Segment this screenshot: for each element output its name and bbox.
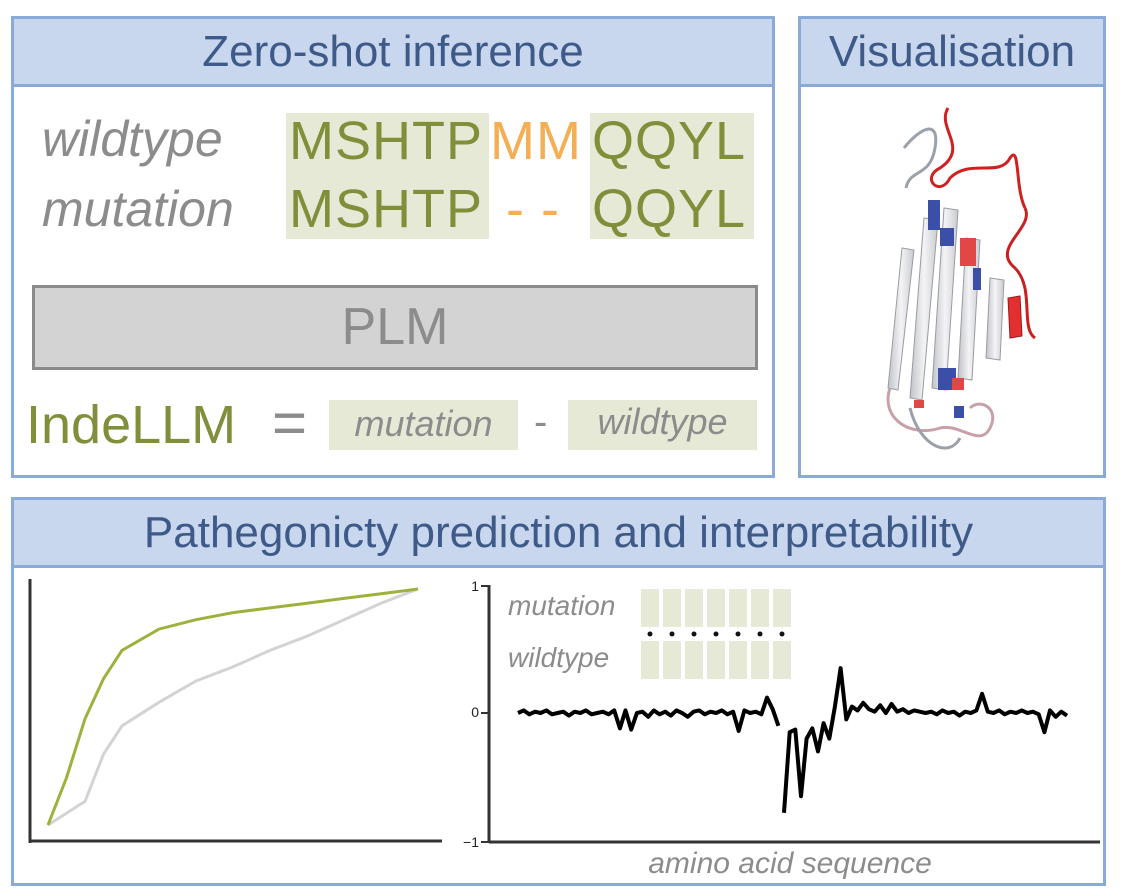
mutation-seq-right: QQYL: [592, 179, 747, 239]
blue-patch-4: [973, 268, 981, 290]
difference-line-segment-1: [782, 666, 1069, 813]
indellm-label: IndeLLM: [26, 395, 237, 455]
blue-patch-3: [938, 368, 956, 390]
inset-dot-4: [735, 631, 741, 637]
minus-sign: -: [534, 400, 548, 444]
inset-boxes: [641, 589, 791, 679]
red-patch-3: [914, 400, 924, 408]
seq-box-left: [286, 113, 489, 239]
y-tick-1: 1: [471, 578, 479, 594]
blue-patch-1: [928, 200, 940, 230]
y-tick-neg1: −1: [463, 834, 479, 850]
mutation-seq-left: MSHTP: [289, 179, 483, 239]
inset-dot-2: [691, 631, 697, 637]
inset-mutation-box-1: [663, 589, 681, 627]
blue-patches: [928, 200, 981, 418]
inset-wildtype-label: wildtype: [508, 642, 609, 673]
formula-mutation-tag: mutation: [329, 400, 518, 450]
zero-shot-title: Zero-shot inference: [11, 16, 775, 87]
inset-mutation-box-3: [707, 589, 725, 627]
strand-6: [1007, 295, 1023, 339]
loop-right-red: [1006, 207, 1037, 340]
wildtype-seq-mid: MM: [490, 111, 582, 171]
inset-dot-1: [669, 631, 675, 637]
protein-structure-image: [886, 107, 1037, 450]
inset-mutation-box-4: [729, 589, 747, 627]
inset-wildtype-box-4: [729, 641, 747, 679]
inset-wildtype-box-5: [751, 641, 769, 679]
inset-wildtype-box-6: [773, 641, 791, 679]
wildtype-label: wildtype: [42, 111, 223, 167]
roc-chart: [28, 579, 442, 843]
blue-patch-2: [940, 228, 954, 246]
wildtype-seq-right: QQYL: [592, 111, 747, 171]
plm-box: PLM: [32, 285, 758, 370]
inset-mutation-box-5: [751, 589, 769, 627]
y-tick-0: 0: [471, 704, 479, 720]
roc-series-1: [47, 587, 419, 827]
inset-mutation-box-0: [641, 589, 659, 627]
strand-1: [887, 247, 915, 391]
loops: [886, 107, 1037, 450]
difference-line-segment-0: [517, 695, 781, 733]
red-patches: [914, 238, 976, 408]
visualisation-title: Visualisation: [798, 16, 1106, 87]
inset-mutation-label: mutation: [508, 590, 615, 621]
inset-dot-5: [757, 631, 763, 637]
blue-patch-5: [954, 406, 964, 418]
loop-top-grey: [902, 127, 938, 189]
inset-wildtype-box-1: [663, 641, 681, 679]
x-axis-label: amino acid sequence: [648, 847, 932, 880]
mutation-label: mutation: [42, 181, 234, 237]
inset-dot-0: [647, 631, 653, 637]
mutation-seq-mid: - -: [506, 179, 560, 239]
inset-dot-3: [713, 631, 719, 637]
red-patch-2: [952, 378, 964, 390]
seq-box-right: [590, 113, 754, 239]
inset-wildtype-box-2: [685, 641, 703, 679]
loop-top-red: [929, 107, 1027, 209]
inset-mutation-box-6: [773, 589, 791, 627]
formula-wildtype-tag: wildtype: [568, 400, 757, 450]
strand-5: [985, 277, 1005, 361]
inset-dot-6: [779, 631, 785, 637]
interpretability-chart: 1 0 −1 mutation wildtype amino acid sequ…: [463, 578, 1100, 880]
loop-bottom: [886, 387, 994, 438]
loop-bottom-2: [908, 407, 962, 450]
equals-sign: =: [272, 389, 308, 456]
prediction-title: Pathegonicty prediction and interpretabi…: [11, 497, 1106, 568]
inset-wildtype-box-0: [641, 641, 659, 679]
inset-wildtype-box-3: [707, 641, 725, 679]
red-patch-1: [960, 238, 976, 266]
wildtype-seq-left: MSHTP: [289, 111, 483, 171]
roc-series-0: [46, 587, 419, 826]
inset-mutation-box-2: [685, 589, 703, 627]
